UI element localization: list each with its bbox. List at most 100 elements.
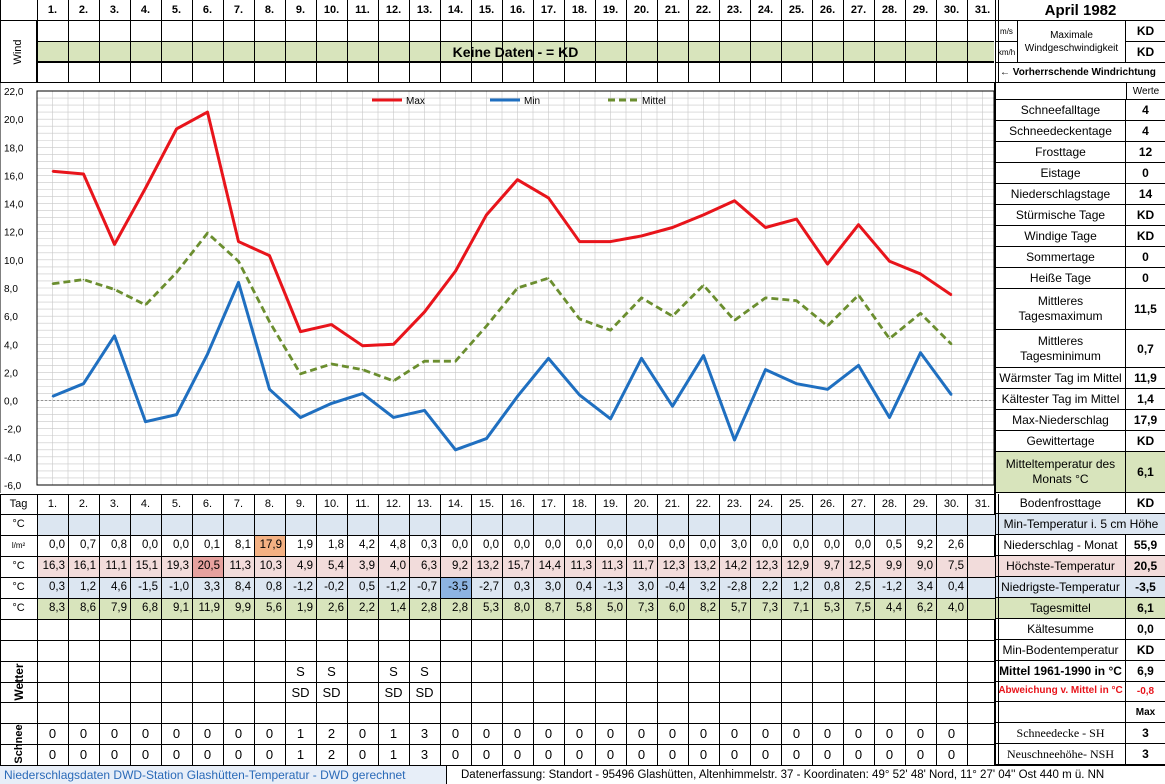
table-cell: 0,0 xyxy=(452,538,468,551)
data-point-max xyxy=(578,240,581,243)
stat-value: 1,4 xyxy=(1137,392,1154,406)
stat-value: KD xyxy=(1136,496,1155,510)
day-number: 17. xyxy=(540,4,557,16)
table-cell xyxy=(595,514,626,535)
table-cell: 0,5 xyxy=(886,538,902,551)
data-point-min xyxy=(51,395,54,398)
table-cell: 12,3 xyxy=(657,556,688,577)
summary-label: Schneedecke - SH xyxy=(996,723,1126,743)
weather-code xyxy=(874,682,905,702)
weather-code xyxy=(254,682,285,702)
data-point-mittel xyxy=(733,319,736,322)
weather-code xyxy=(130,661,161,682)
day-number: 31. xyxy=(974,4,991,16)
snow-value: 0 xyxy=(916,747,925,762)
table-cell: 9,2 xyxy=(917,538,933,551)
summary-label: Niederschlag - Monat xyxy=(996,535,1126,555)
table-cell: 6,0 xyxy=(657,598,688,619)
grid-line xyxy=(37,62,994,63)
grid-line xyxy=(905,619,906,765)
stat-value: 0 xyxy=(1142,166,1149,180)
table-cell: 6,2 xyxy=(905,598,936,619)
weather-code xyxy=(161,682,192,702)
table-cell: 13,2 xyxy=(471,556,502,577)
unit-label: l/m² xyxy=(11,540,26,550)
day-number: 2. xyxy=(78,497,89,510)
weather-code xyxy=(843,682,874,702)
data-point-max xyxy=(485,214,488,216)
grid-line xyxy=(68,0,69,83)
data-point-max xyxy=(206,111,209,113)
table-cell xyxy=(130,514,161,535)
day-number: 16. xyxy=(509,4,526,16)
snow-value: 0 xyxy=(699,747,708,762)
grid-line xyxy=(533,619,534,765)
data-point-max xyxy=(237,240,240,243)
summary-value: 3 xyxy=(1142,726,1149,740)
snow-value: 0 xyxy=(48,726,57,741)
data-point-max xyxy=(733,199,736,202)
stat-row: Mittleres Tagesminimum 0,7 xyxy=(995,330,1165,368)
table-cell: 8,4 xyxy=(223,577,254,598)
day-number: 23. xyxy=(726,4,743,16)
table-cell: 0,0 xyxy=(142,538,158,551)
summary-label: Min-Temperatur i. 5 cm Höhe xyxy=(1003,516,1159,531)
y-tick-label: 2,0 xyxy=(4,368,18,379)
data-point-max xyxy=(640,235,643,237)
data-point-mittel xyxy=(640,297,643,299)
weather-code xyxy=(440,661,471,682)
grid-line xyxy=(843,0,844,83)
grid-line xyxy=(533,0,534,83)
grid-line xyxy=(967,0,968,83)
day-number: 20. xyxy=(633,497,650,510)
snow-value: 0 xyxy=(885,726,894,741)
day-number: 8. xyxy=(264,4,275,16)
day-number: 10. xyxy=(323,497,340,510)
stat-label: Wärmster Tag im Mittel xyxy=(996,368,1126,388)
weather-code xyxy=(223,661,254,682)
weather-code xyxy=(719,682,750,702)
grid-line xyxy=(688,0,689,83)
grid-line xyxy=(719,619,720,765)
grid-line xyxy=(998,619,999,765)
day-number: 11. xyxy=(355,497,370,510)
snow-value: 1 xyxy=(296,726,305,741)
stat-value: 11,9 xyxy=(1134,371,1157,385)
day-number: 7. xyxy=(233,4,244,16)
stat-value: 4 xyxy=(1142,103,1149,117)
table-cell: 0,8 xyxy=(254,577,285,598)
day-number: 23. xyxy=(726,497,743,510)
grid-line xyxy=(626,619,627,765)
grid-line xyxy=(254,0,255,83)
weather-code xyxy=(502,682,533,702)
data-point-mittel xyxy=(423,360,426,362)
data-point-mittel xyxy=(454,360,457,362)
snow-value: 0 xyxy=(947,726,956,741)
day-number: 6. xyxy=(202,4,213,16)
unit-label: °C xyxy=(12,518,25,530)
data-point-min xyxy=(888,416,891,419)
weather-code xyxy=(68,682,99,702)
weather-code xyxy=(657,682,688,702)
grid-line xyxy=(223,619,224,765)
data-point-min xyxy=(206,353,209,355)
data-point-min xyxy=(454,449,457,451)
weather-code xyxy=(564,682,595,702)
stat-label: Max-Niederschlag xyxy=(996,410,1126,430)
day-number: 30. xyxy=(943,497,960,510)
grid-line xyxy=(0,494,995,495)
data-point-min xyxy=(578,394,581,396)
data-point-min xyxy=(330,402,333,405)
snow-value: 0 xyxy=(482,747,491,762)
weather-code xyxy=(781,661,812,682)
table-cell: 9,1 xyxy=(161,598,192,619)
table-cell xyxy=(750,514,781,535)
data-point-min xyxy=(764,368,767,371)
table-cell: 4,4 xyxy=(874,598,905,619)
table-cell xyxy=(378,514,409,535)
table-cell: 4,6 xyxy=(99,577,130,598)
grid-line xyxy=(0,577,995,578)
snow-value: 0 xyxy=(885,747,894,762)
grid-line xyxy=(0,661,995,662)
table-cell: 7,1 xyxy=(781,598,812,619)
